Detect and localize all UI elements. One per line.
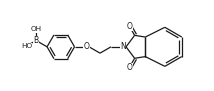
Text: O: O	[126, 63, 132, 72]
Text: O: O	[126, 22, 132, 31]
Text: OH: OH	[31, 26, 42, 32]
Text: O: O	[83, 42, 89, 51]
Text: N: N	[120, 42, 126, 51]
Text: HO: HO	[21, 43, 32, 49]
Text: B: B	[34, 36, 39, 45]
